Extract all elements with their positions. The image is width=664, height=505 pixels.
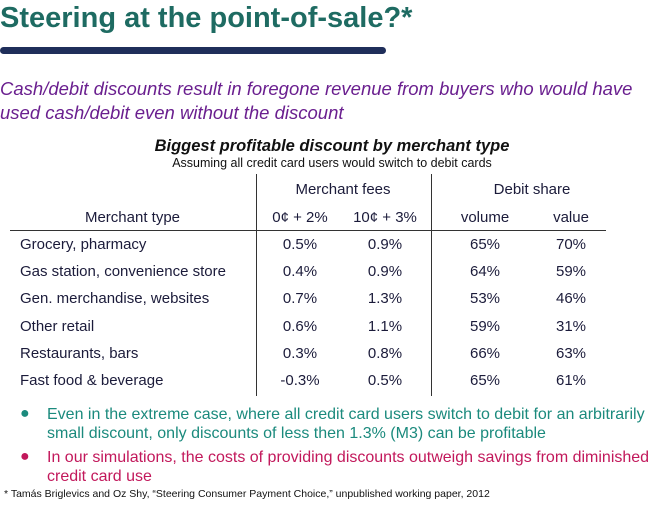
slide-subtitle: Cash/debit discounts result in foregone … <box>0 78 633 123</box>
bullet-text-2: In our simulations, the costs of providi… <box>47 449 650 485</box>
cell-volume: 53% <box>469 290 501 308</box>
cell-value: 31% <box>555 317 587 335</box>
cell-fee-1: 0.6% <box>282 317 318 335</box>
column-header-merchant-type: Merchant type <box>84 209 181 226</box>
cell-volume: 65% <box>469 236 501 253</box>
cell-fee-2: 0.9% <box>367 236 403 253</box>
cell-fee-1: -0.3% <box>280 372 320 389</box>
cell-fee-1: 0.5% <box>282 236 318 253</box>
cell-merchant-type: Other retail <box>20 317 95 335</box>
slide-title: Steering at the point-of-sale?* <box>0 2 413 34</box>
cell-volume: 66% <box>469 344 501 362</box>
cell-merchant-type: Gen. merchandise, websites <box>20 290 210 308</box>
bullet-marker-1: ● <box>20 405 30 422</box>
cell-merchant-type: Gas station, convenience store <box>20 263 226 281</box>
table-heading: Biggest profitable discount by merchant … <box>154 137 510 155</box>
column-header-value: value <box>553 209 589 226</box>
cell-volume: 65% <box>469 372 501 389</box>
cell-volume: 64% <box>469 263 501 281</box>
column-divider-1 <box>256 174 257 396</box>
cell-value: 61% <box>555 372 587 389</box>
footnote: * Tamás Briglevics and Oz Shy, “Steering… <box>4 488 490 500</box>
group-header-debit-share: Debit share <box>493 181 571 198</box>
cell-fee-2: 0.5% <box>367 372 403 389</box>
cell-value: 46% <box>555 290 587 308</box>
cell-merchant-type: Fast food & beverage <box>20 372 164 389</box>
cell-fee-1: 0.4% <box>282 263 318 281</box>
title-underline <box>0 47 386 54</box>
column-header-fee-2: 10¢ + 3% <box>353 209 417 226</box>
bullet-marker-2: ● <box>20 448 30 465</box>
bullet-text-1: Even in the extreme case, where all cred… <box>47 406 645 442</box>
cell-value: 70% <box>555 236 587 253</box>
cell-volume: 59% <box>469 317 501 335</box>
cell-value: 63% <box>555 344 587 362</box>
cell-fee-2: 1.3% <box>367 290 403 308</box>
column-divider-2 <box>431 174 432 396</box>
cell-fee-2: 0.9% <box>367 263 403 281</box>
column-header-volume: volume <box>460 209 510 226</box>
column-header-fee-1: 0¢ + 2% <box>272 209 328 226</box>
cell-fee-1: 0.7% <box>282 290 318 308</box>
cell-fee-1: 0.3% <box>282 344 318 362</box>
header-divider <box>10 230 606 231</box>
group-header-merchant-fees: Merchant fees <box>295 181 391 198</box>
cell-merchant-type: Grocery, pharmacy <box>20 236 147 253</box>
cell-merchant-type: Restaurants, bars <box>20 344 139 362</box>
cell-fee-2: 0.8% <box>367 344 403 362</box>
table-subheading: Assuming all credit card users would swi… <box>172 156 492 170</box>
table-heading-block: Biggest profitable discount by merchant … <box>0 137 664 171</box>
cell-value: 59% <box>555 263 587 281</box>
cell-fee-2: 1.1% <box>367 317 403 335</box>
